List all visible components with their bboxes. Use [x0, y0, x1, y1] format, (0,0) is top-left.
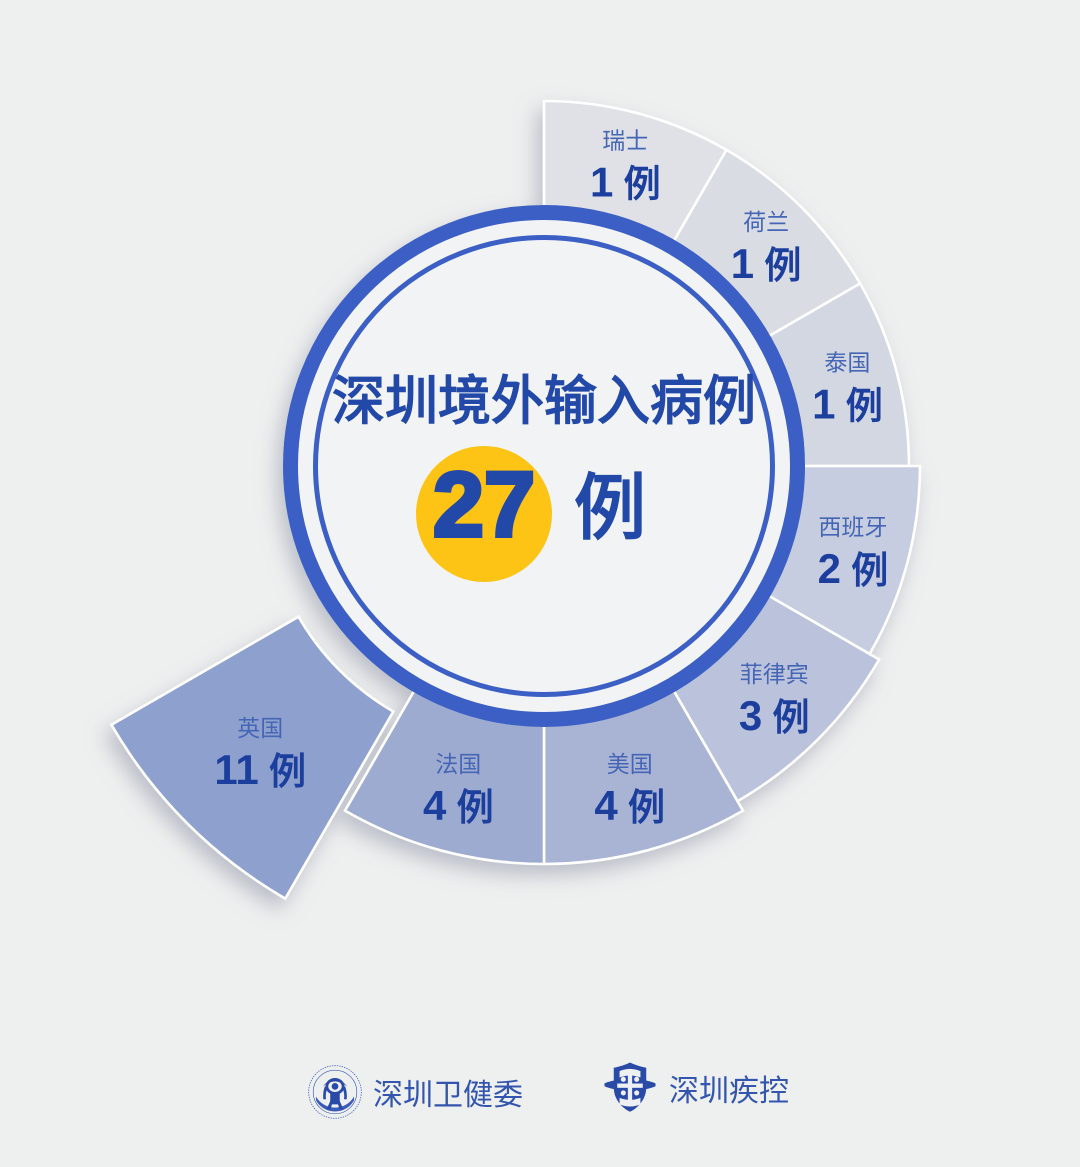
svg-text:瑞士: 瑞士 [602, 128, 648, 154]
svg-text:泰国: 泰国 [824, 350, 870, 376]
svg-text:1 例: 1 例 [812, 381, 883, 428]
svg-text:1 例: 1 例 [590, 159, 661, 206]
svg-text:深圳境外输入病例: 深圳境外输入病例 [332, 372, 756, 431]
svg-text:荷兰: 荷兰 [743, 209, 789, 235]
svg-text:4 例: 4 例 [594, 782, 665, 829]
svg-text:2 例: 2 例 [818, 545, 889, 592]
svg-text:例: 例 [574, 469, 646, 549]
svg-text:4 例: 4 例 [423, 782, 494, 829]
svg-text:1 例: 1 例 [731, 240, 802, 287]
svg-text:11 例: 11 例 [214, 746, 306, 793]
svg-text:菲律宾: 菲律宾 [740, 661, 809, 687]
svg-text:法国: 法国 [435, 751, 481, 777]
svg-text:美国: 美国 [607, 751, 653, 777]
svg-text:3 例: 3 例 [739, 692, 810, 739]
svg-text:西班牙: 西班牙 [818, 514, 887, 540]
svg-text:27: 27 [433, 454, 535, 556]
svg-text:英国: 英国 [237, 715, 283, 741]
